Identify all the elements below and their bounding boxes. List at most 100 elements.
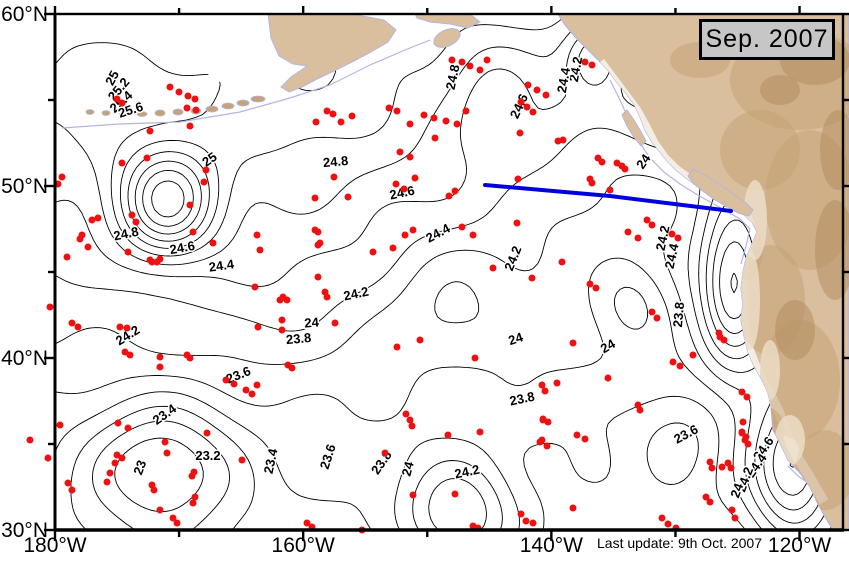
float-observation-dot — [156, 506, 164, 514]
float-observation-dot — [153, 258, 161, 266]
float-observation-dot — [312, 118, 320, 126]
float-observation-dot — [606, 186, 614, 194]
date-label: Sep. 2007 — [705, 25, 829, 53]
float-observation-dot — [613, 159, 621, 167]
float-observation-dot — [558, 258, 566, 266]
terrain-shading-dark — [820, 110, 849, 190]
float-observation-dot — [191, 493, 199, 501]
float-observation-dot — [64, 479, 72, 487]
float-observation-dot — [514, 175, 522, 183]
float-observation-dot — [409, 491, 417, 499]
float-observation-dot — [143, 154, 151, 162]
float-observation-dot — [337, 118, 345, 126]
float-observation-dot — [471, 354, 479, 362]
float-observation-dot — [330, 173, 338, 181]
float-observation-dot — [94, 214, 102, 222]
float-observation-dot — [586, 280, 594, 288]
density-contour-lines — [142, 169, 194, 227]
float-observation-dot — [739, 418, 747, 426]
float-observation-dot — [189, 499, 197, 507]
float-observation-dot — [466, 62, 474, 70]
float-observation-dot — [458, 223, 466, 231]
kenai-coast — [414, 13, 481, 29]
float-observation-dot — [146, 127, 154, 135]
aleutian-island — [205, 105, 219, 113]
float-observation-dot — [329, 110, 337, 118]
float-observation-dot — [186, 122, 194, 130]
float-observation-dot — [538, 381, 546, 389]
ship-track-line — [483, 183, 733, 213]
contour-value-label: 24.2 — [342, 284, 370, 304]
float-observation-dot — [230, 380, 238, 388]
float-observation-dot — [331, 319, 339, 327]
float-observation-dot — [408, 422, 416, 430]
float-observation-dot — [528, 274, 536, 282]
float-observation-dot — [44, 454, 52, 462]
x-axis-tick-label: 140°W — [520, 534, 583, 557]
float-observation-dot — [453, 120, 461, 128]
float-observation-dot — [648, 221, 656, 229]
float-observation-dot — [126, 351, 134, 359]
contour-value-label: 24 — [304, 314, 320, 330]
float-observation-dot — [276, 296, 284, 304]
float-observation-dot — [451, 187, 459, 195]
aleutian-island — [154, 109, 166, 117]
float-observation-dot — [186, 354, 194, 362]
terrain-shading-dark — [760, 75, 800, 105]
contour-value-label: 24.4 — [662, 241, 682, 270]
float-observation-dot — [84, 243, 92, 251]
y-axis-tick-label: 30°N — [1, 519, 48, 542]
float-observation-dot — [420, 111, 428, 119]
density-contour-lines — [134, 160, 202, 235]
contour-value-label: 24.2 — [453, 462, 481, 482]
float-observation-dot — [727, 464, 735, 472]
float-observation-dot — [132, 218, 140, 226]
contour-value-label: 24.4 — [554, 66, 573, 94]
contour-value-label: 23.8 — [285, 330, 312, 347]
y-axis-tick-label: 60°N — [1, 3, 48, 26]
float-observation-dot — [669, 358, 677, 366]
float-observation-dot — [58, 173, 66, 181]
float-observation-dot — [728, 506, 736, 514]
float-observation-dot — [114, 419, 122, 427]
float-observation-dot — [636, 406, 644, 414]
float-observation-dot — [742, 433, 750, 441]
aleutian-island — [250, 95, 266, 103]
float-observation-dot — [529, 108, 537, 116]
float-observation-dot — [392, 180, 400, 188]
aleutian-island — [236, 99, 250, 107]
float-observation-dot — [146, 256, 154, 264]
contour-value-label: 24.6 — [168, 238, 196, 257]
float-observation-dot — [569, 504, 577, 512]
float-observation-dot — [192, 106, 200, 114]
float-observation-dot — [74, 323, 82, 331]
float-observation-dot — [462, 107, 470, 115]
float-observation-dot — [533, 86, 541, 94]
float-observation-dot — [581, 58, 589, 66]
float-observation-dot — [648, 308, 656, 316]
float-observation-dot — [581, 435, 589, 443]
float-observation-dot — [445, 192, 453, 200]
float-observation-dot — [451, 490, 459, 498]
date-label-box: Sep. 2007 — [699, 19, 835, 60]
float-observation-dot — [393, 107, 401, 115]
float-observation-dot — [716, 333, 724, 341]
contour-value-label: 23.4 — [261, 446, 281, 475]
float-observation-dot — [483, 56, 491, 64]
float-observation-dot — [189, 228, 197, 236]
float-observation-dot — [68, 319, 76, 327]
y-axis-tick-label: 50°N — [1, 175, 48, 198]
float-observation-dot — [118, 99, 126, 107]
float-observation-dot — [524, 81, 532, 89]
float-observation-dot — [118, 454, 126, 462]
float-observation-dot — [278, 316, 286, 324]
float-observation-dot — [103, 478, 111, 486]
float-observation-dot — [163, 449, 171, 457]
float-observation-dot — [156, 363, 164, 371]
contour-value-label: 24 — [399, 459, 417, 478]
terrain-shading-dark — [775, 300, 815, 360]
float-observation-dot — [476, 428, 484, 436]
float-observation-dot — [448, 56, 456, 64]
float-observation-dot — [56, 421, 64, 429]
